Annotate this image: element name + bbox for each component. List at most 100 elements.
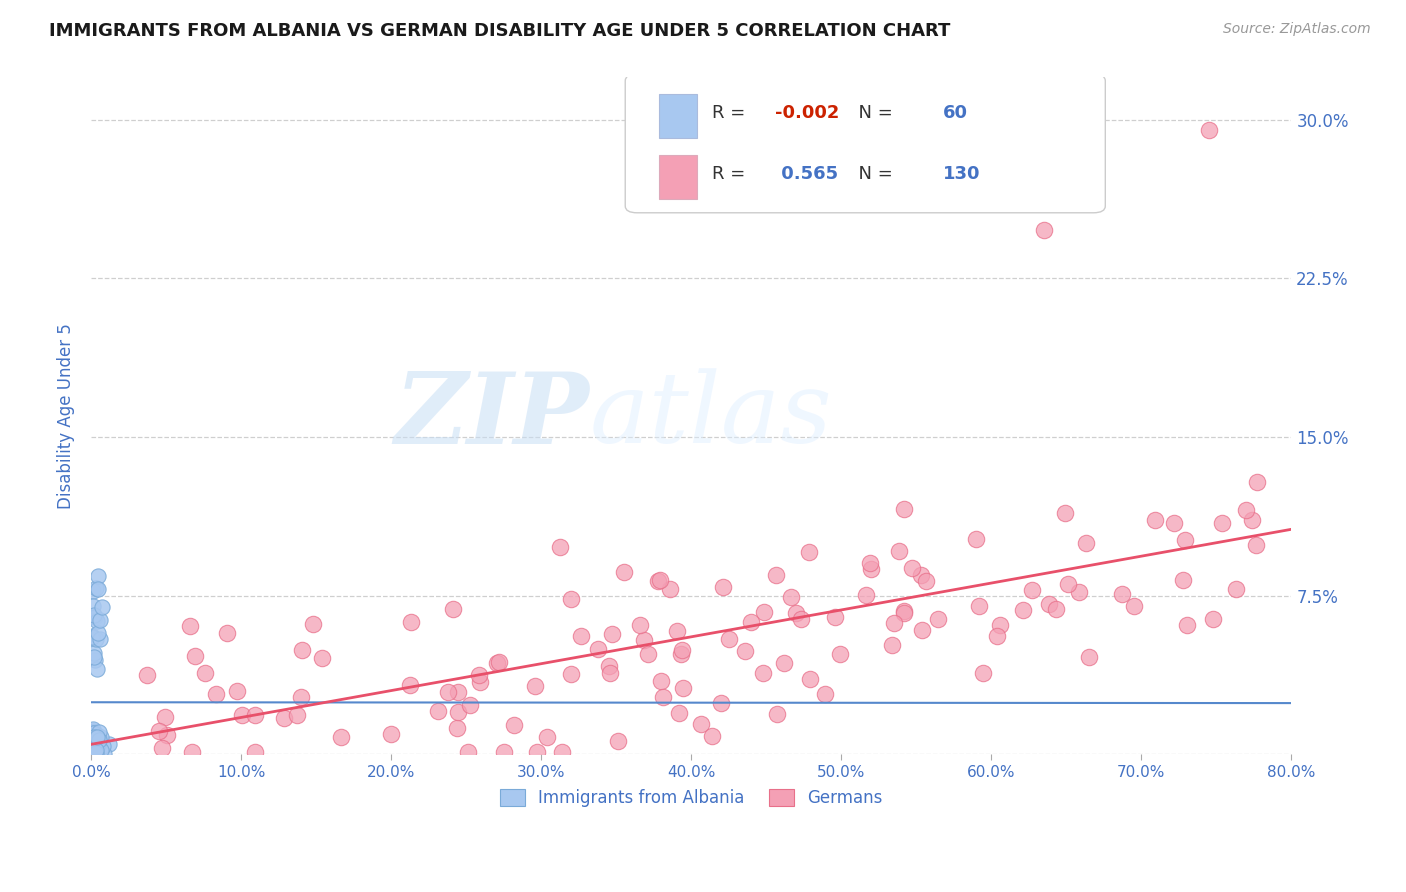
Point — [1174, 533, 1197, 547]
Point — [492, 745, 515, 759]
Point — [710, 696, 733, 710]
Point — [599, 665, 621, 680]
Point — [86, 662, 108, 676]
Point — [225, 683, 247, 698]
Point — [1211, 516, 1233, 530]
Point — [83, 741, 105, 756]
Point — [1144, 513, 1167, 527]
Point — [650, 673, 672, 688]
Point — [457, 745, 479, 759]
Point — [830, 647, 852, 661]
Point — [86, 582, 108, 596]
Point — [773, 656, 796, 670]
Point — [855, 588, 877, 602]
Point — [86, 730, 108, 744]
FancyBboxPatch shape — [659, 155, 697, 199]
Point — [89, 613, 111, 627]
Point — [1078, 650, 1101, 665]
Point — [486, 656, 509, 670]
Point — [82, 722, 104, 736]
Point — [650, 573, 672, 587]
Point — [87, 582, 110, 596]
Point — [82, 723, 104, 738]
Point — [910, 567, 932, 582]
Point — [569, 629, 592, 643]
Point — [82, 738, 104, 752]
FancyBboxPatch shape — [626, 74, 1105, 213]
Point — [87, 724, 110, 739]
Point — [83, 610, 105, 624]
Point — [86, 730, 108, 744]
Point — [1225, 582, 1247, 596]
Point — [82, 726, 104, 740]
Point — [89, 733, 111, 747]
Point — [427, 704, 450, 718]
Text: -0.002: -0.002 — [775, 104, 839, 122]
Point — [1234, 503, 1257, 517]
Point — [666, 624, 689, 639]
Point — [752, 605, 775, 619]
Point — [1244, 538, 1267, 552]
Point — [80, 728, 103, 742]
Point — [672, 681, 695, 695]
Point — [83, 610, 105, 624]
Point — [87, 626, 110, 640]
Point — [751, 666, 773, 681]
Point — [1171, 573, 1194, 587]
Point — [290, 690, 312, 705]
Text: R =: R = — [711, 165, 751, 183]
Point — [86, 614, 108, 628]
Point — [659, 582, 682, 596]
Point — [83, 726, 105, 740]
Point — [86, 739, 108, 753]
Point — [183, 648, 205, 663]
Point — [1198, 123, 1220, 137]
Point — [86, 728, 108, 742]
Point — [1122, 599, 1144, 613]
Point — [84, 732, 107, 747]
Point — [205, 687, 228, 701]
Point — [711, 580, 734, 594]
Point — [1069, 585, 1091, 599]
Point — [84, 743, 107, 757]
Point — [80, 742, 103, 756]
Point — [87, 568, 110, 582]
Point — [83, 737, 105, 751]
Point — [718, 632, 741, 646]
Point — [901, 561, 924, 575]
Point — [97, 737, 120, 751]
Point — [893, 502, 915, 516]
Point — [911, 623, 934, 637]
Point — [437, 684, 460, 698]
Point — [488, 656, 510, 670]
Point — [86, 729, 108, 743]
Point — [83, 646, 105, 660]
Point — [740, 615, 762, 630]
Point — [887, 544, 910, 558]
Text: N =: N = — [848, 104, 898, 122]
Point — [90, 599, 112, 614]
Point — [84, 746, 107, 760]
Point — [156, 728, 179, 742]
Point — [194, 666, 217, 681]
FancyBboxPatch shape — [659, 95, 697, 138]
Point — [80, 631, 103, 645]
Point — [813, 688, 835, 702]
Point — [765, 707, 787, 722]
Legend: Immigrants from Albania, Germans: Immigrants from Albania, Germans — [494, 782, 890, 814]
Point — [799, 673, 821, 687]
Point — [135, 668, 157, 682]
Point — [231, 707, 253, 722]
Point — [82, 737, 104, 751]
Point — [613, 566, 636, 580]
Point — [702, 729, 724, 743]
Point — [82, 743, 104, 757]
Text: 0.565: 0.565 — [775, 165, 838, 183]
Point — [217, 626, 239, 640]
Point — [181, 745, 204, 759]
Point — [398, 678, 420, 692]
Point — [82, 599, 104, 614]
Point — [311, 650, 333, 665]
Point — [671, 643, 693, 657]
Point — [83, 741, 105, 756]
